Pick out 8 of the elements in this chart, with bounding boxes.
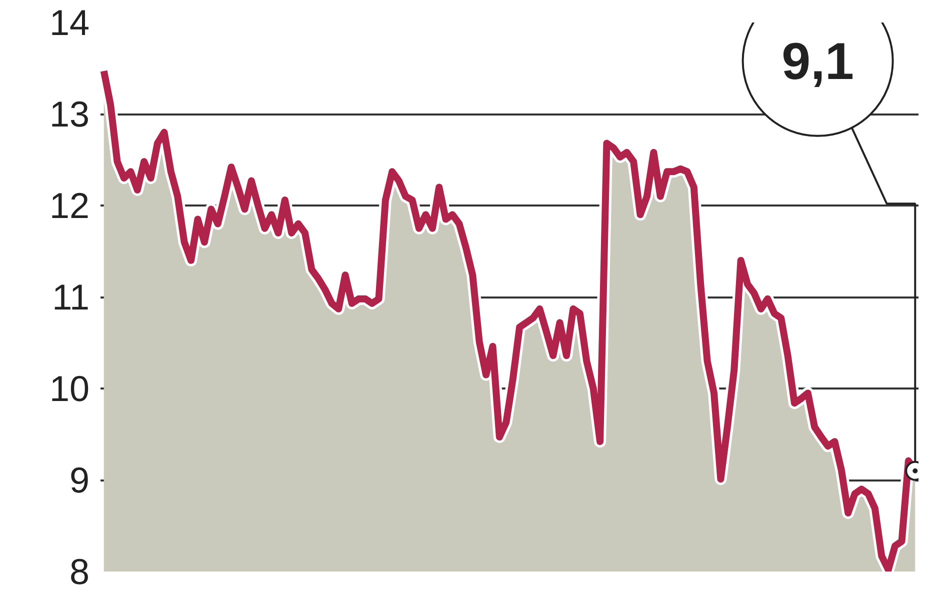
y-tick-label: 10	[49, 368, 90, 409]
y-tick-label: 12	[49, 185, 90, 226]
y-tick-label: 14	[49, 2, 90, 43]
y-tick-label: 11	[52, 276, 90, 318]
y-tick-label: 8	[69, 551, 90, 592]
y-tick-label: 9	[69, 460, 90, 500]
y-tick-label: 13	[49, 94, 90, 134]
annotation: 9,1	[782, 32, 854, 91]
